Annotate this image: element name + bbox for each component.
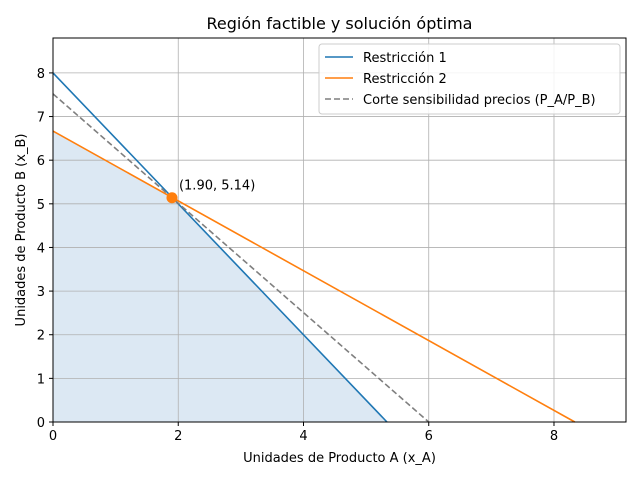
chart-title: Región factible y solución óptima <box>207 14 473 33</box>
legend-label: Corte sensibilidad precios (P_A/P_B) <box>363 93 596 108</box>
legend-label: Restricción 1 <box>363 51 447 66</box>
y-tick-label: 8 <box>37 67 45 82</box>
series-line-1 <box>52 72 388 423</box>
x-tick-label: 8 <box>550 429 558 444</box>
y-tick-label: 1 <box>37 372 45 387</box>
y-tick-label: 6 <box>37 154 45 169</box>
plot-frame <box>52 37 627 423</box>
legend-label: Restricción 2 <box>363 72 447 87</box>
y-tick-label: 0 <box>37 416 45 431</box>
legend: Restricción 1 Restricción 2 Corte sensibil… <box>318 43 621 115</box>
series-line-2 <box>52 130 576 423</box>
y-tick-label: 5 <box>37 198 45 213</box>
x-tick-label: 4 <box>299 429 307 444</box>
series-line-3 <box>52 93 430 423</box>
optimal-point <box>166 192 178 204</box>
x-tick-label: 0 <box>49 429 57 444</box>
optimal-point-label: (1.90, 5.14) <box>179 179 255 194</box>
legend-box <box>318 43 621 115</box>
x-tick-label: 2 <box>174 429 182 444</box>
y-tick-label: 4 <box>37 241 45 256</box>
y-axis-label: Unidades de Producto B (x_B) <box>14 134 29 327</box>
x-axis-label: Unidades de Producto A (x_A) <box>243 451 436 466</box>
x-tick-label: 6 <box>425 429 433 444</box>
y-tick-label: 3 <box>37 285 45 300</box>
y-tick-label: 2 <box>37 329 45 344</box>
y-tick-label: 7 <box>37 111 45 126</box>
